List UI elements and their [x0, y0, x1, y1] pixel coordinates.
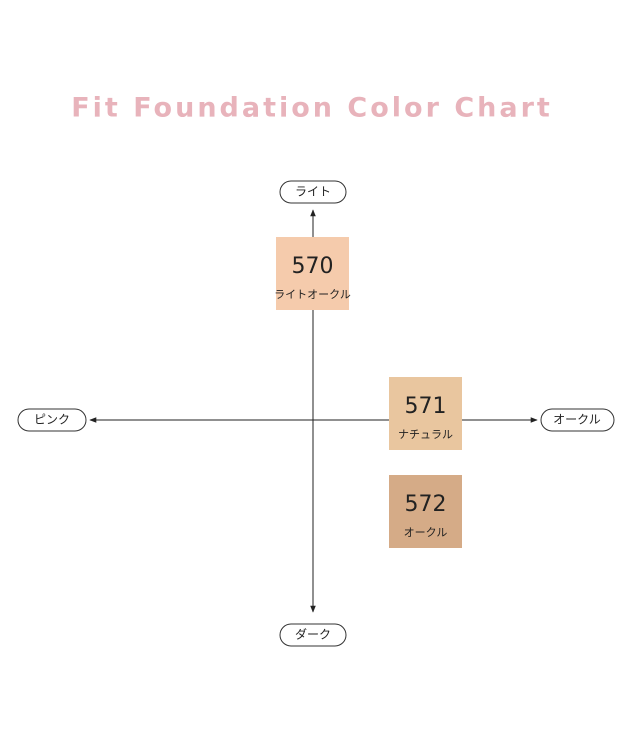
axis-label: ダーク [295, 627, 331, 642]
axis-label: オークル [553, 413, 601, 427]
swatch-code: 572 [405, 492, 447, 517]
right-label: オークル [540, 408, 615, 432]
swatches: 570 ライトオークル 571 ナチュラル 572 オークル [274, 237, 462, 548]
swatch-name: ナチュラル [398, 428, 453, 441]
swatch [389, 377, 462, 450]
title: Fit Foundation Color Chart [71, 93, 553, 124]
swatch [389, 475, 462, 548]
axis-label: ピンク [34, 413, 70, 427]
swatch-name: オークル [404, 526, 448, 539]
swatch-code: 571 [405, 394, 447, 419]
axis-label: ライト [295, 185, 331, 199]
top-label: ライト [279, 180, 347, 204]
bottom-label: ダーク [279, 623, 347, 647]
swatch [276, 237, 349, 310]
swatch-code: 570 [292, 254, 334, 279]
left-label: ピンク [17, 408, 87, 432]
swatch-name: ライトオークル [274, 288, 351, 301]
